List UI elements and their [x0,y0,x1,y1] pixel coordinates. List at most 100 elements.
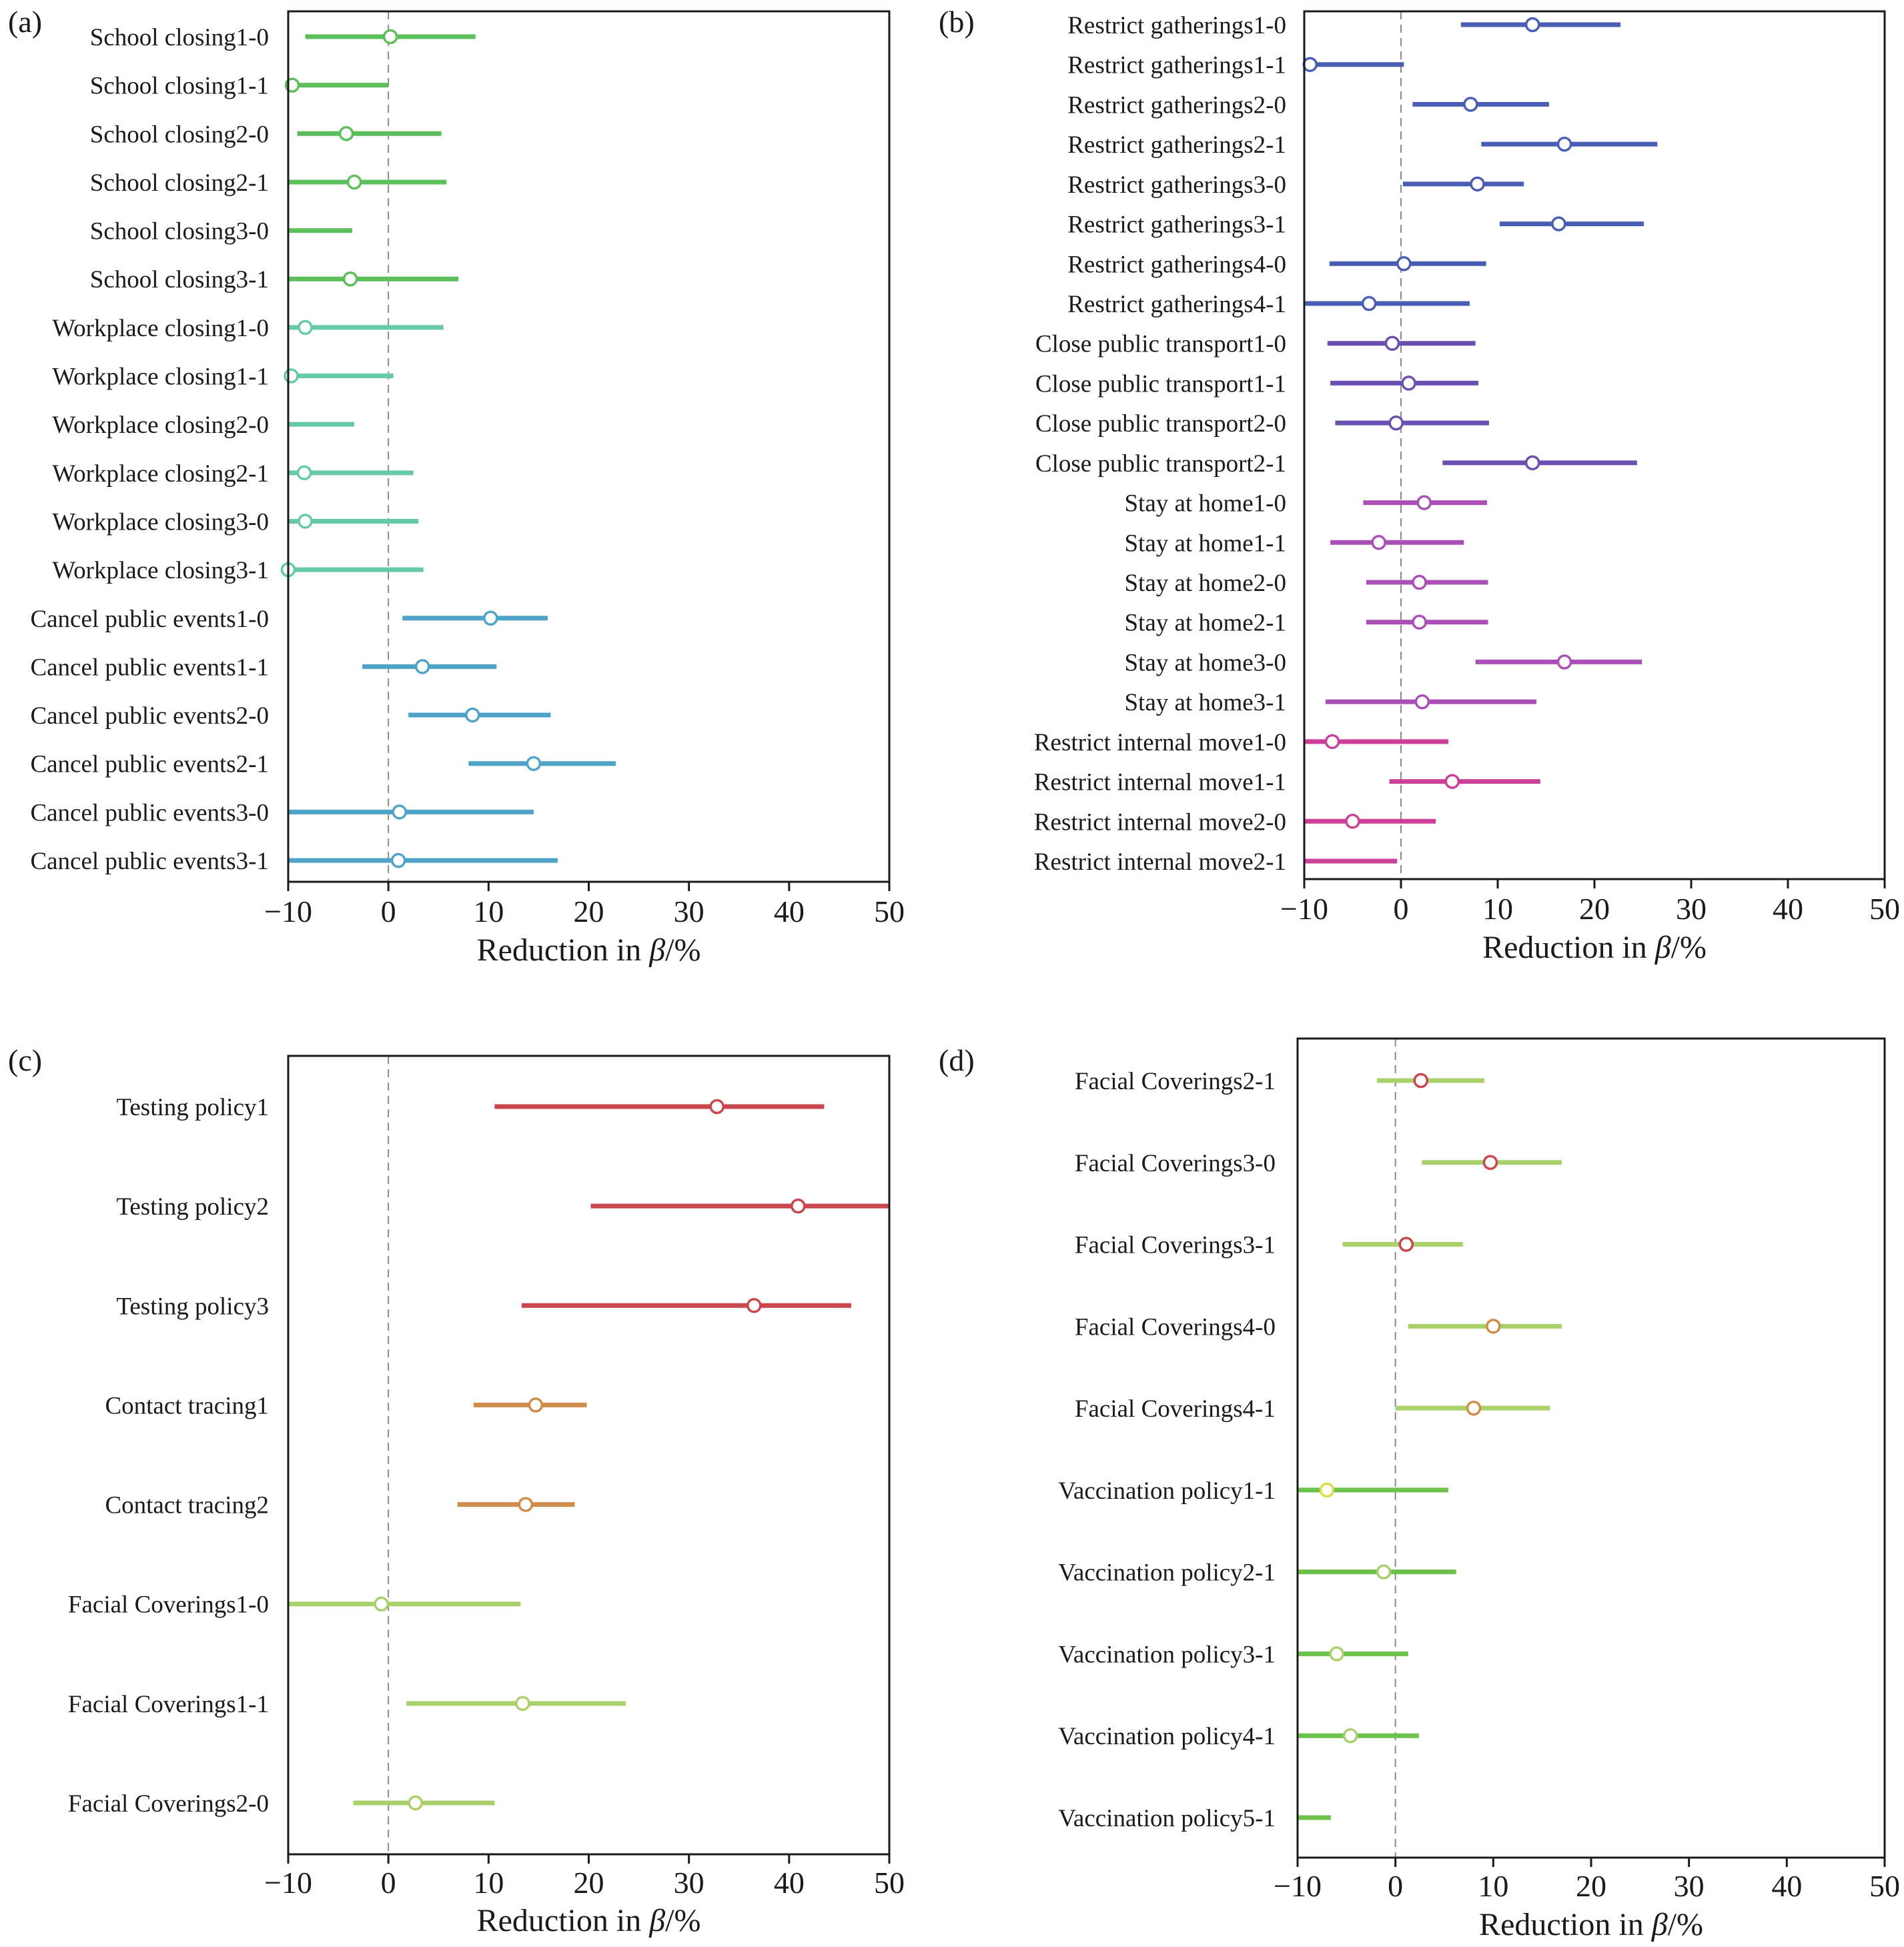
panel-d-estimate-point [1398,1237,1414,1252]
panel-b-category-label: Stay at home2-0 [1124,570,1286,597]
panel-c-category-label: Facial Coverings1-1 [68,1691,269,1718]
panel-b-estimate-point [1412,574,1427,590]
panel-b-estimate-point [1416,495,1432,510]
panel-a-label: (a) [8,5,42,39]
panel-c-category-label: Testing policy1 [116,1094,269,1121]
panel-d: (d) Facial Coverings2-1 Facial Coverings3-… [939,1037,1900,1942]
panel-c-estimate-point [408,1795,423,1811]
panel-b-estimate-point [1444,774,1460,789]
panel-d-x-tick-label: 50 [1869,1869,1900,1903]
panel-b-category-label: Restrict gatherings4-0 [1067,251,1286,278]
panel-d-estimate-point [1482,1155,1498,1171]
panel-a-x-tick-label: 40 [774,894,805,928]
panel-a-category-label: Cancel public events3-1 [30,848,269,875]
panel-c-category-label: Facial Coverings1-0 [68,1591,269,1619]
panel-c-estimate-point [374,1596,389,1611]
panel-b-estimate-point [1361,295,1377,311]
panel-a-estimate-point [414,659,430,674]
panel-a-x-tick-label: 30 [674,894,704,928]
panel-a-category-label: Workplace closing1-0 [52,315,269,342]
panel-b-x-tick-label: 40 [1773,892,1803,926]
panel-a-category-label: Cancel public events3-0 [30,799,269,826]
panel-a-x-tick-label: −10 [264,894,312,928]
panel-b-x-tick-label: 50 [1869,892,1900,926]
panel-b-x-tick-label: 30 [1676,892,1707,926]
panel-b-category-label: Restrict gatherings2-1 [1067,131,1286,159]
panel-b-frame [1303,10,1886,880]
panel-b-category-label: Close public transport2-1 [1035,450,1286,478]
panel-c-x-tick-label: −10 [264,1866,312,1900]
panel-b-category-label: Restrict internal move2-1 [1034,848,1286,876]
panel-a-category-label: School closing2-0 [90,121,269,148]
panel-b-estimate-point [1463,97,1478,112]
panel-b-estimate-point [1401,376,1416,391]
panel-b-category-label: Restrict gatherings4-1 [1067,291,1286,318]
panel-a-estimate-point [382,29,398,45]
panel-b-estimate-point [1388,415,1404,431]
panel-a-estimate-point [390,852,406,868]
panel-b-estimate-point [1414,694,1430,710]
panel-d-category-label: Vaccination policy4-1 [1058,1723,1276,1750]
panel-d-category-label: Facial Coverings4-1 [1075,1395,1276,1423]
panel-d-estimate-point [1342,1728,1358,1744]
panel-b-estimate-point [1556,136,1572,152]
panel-a-estimate-point [483,610,498,626]
panel-d-x-tick-label: 0 [1388,1869,1403,1903]
panel-c-category-label: Contact tracing1 [105,1392,269,1419]
panel-a-estimate-point [465,707,480,723]
panel-b-category-label: Close public transport2-0 [1035,410,1286,438]
panel-c-x-tick-label: 10 [473,1866,504,1900]
panel-c-category-label: Facial Coverings2-0 [68,1790,269,1818]
panel-a-category-label: Workplace closing3-1 [52,557,269,584]
panel-b-estimate-point [1551,216,1566,231]
panel-a-category-label: School closing3-0 [90,218,269,245]
panel-c-label: (c) [8,1043,42,1077]
panel-c-x-axis-label: Reduction in β/% [477,1903,701,1938]
panel-d-estimate-point [1376,1564,1392,1579]
panel-c-x-tick-label: 20 [574,1866,604,1900]
panel-b-category-label: Stay at home3-1 [1124,689,1286,716]
panel-d-category-label: Vaccination policy1-1 [1058,1477,1276,1505]
panel-c-estimate-point [709,1099,725,1115]
panel-d-x-tick-label: −10 [1274,1869,1322,1903]
panel-d-category-label: Vaccination policy5-1 [1058,1805,1276,1832]
panel-a-category-label: School closing3-1 [90,266,269,293]
panel-d-x-axis-label: Reduction in β/% [1479,1907,1703,1942]
panel-d-estimate-point [1466,1400,1482,1416]
panel-b-estimate-point [1345,814,1360,829]
panel-d-x-tick-label: 30 [1674,1869,1705,1903]
panel-a-estimate-point [342,271,358,287]
panel-a-category-label: Workplace closing1-1 [52,364,269,391]
panel-d-estimate-point [1486,1319,1501,1334]
panel-b-category-label: Stay at home3-0 [1124,649,1286,676]
panel-a-category-label: School closing2-1 [90,169,269,197]
panel-a-category-label: Workplace closing3-0 [52,508,269,536]
panel-a-category-label: School closing1-1 [90,73,269,100]
panel-b-category-label: Close public transport1-1 [1035,370,1286,398]
panel-c-estimate-point [518,1497,534,1512]
panel-a-estimate-point [392,804,407,820]
panel-a-category-label: Workplace closing2-0 [52,412,269,439]
panel-c: (c) Testing policy1 Testing policy2 Testing… [8,1043,905,1938]
panel-d-x-tick-label: 40 [1771,1869,1802,1903]
panel-a-category-label: Workplace closing2-1 [52,460,269,488]
panel-b-category-label: Restrict gatherings3-1 [1067,211,1286,239]
panel-b-estimate-point [1412,614,1427,630]
panel-c-x-tick-label: 0 [381,1866,396,1900]
panel-b-estimate-point [1384,336,1400,351]
panel-c-frame [287,1055,891,1856]
panel-b-estimate-point [1556,654,1572,670]
panel-d-x-tick-label: 20 [1576,1869,1606,1903]
panel-c-estimate-point [515,1696,530,1712]
panel-b-estimate-point [1524,455,1540,471]
panel-a-estimate-point [298,514,313,529]
panel-b-x-tick-label: 10 [1482,892,1513,926]
panel-b-category-label: Stay at home2-1 [1124,610,1286,637]
panel-c-estimate-point [528,1397,544,1413]
panel-c-category-label: Testing policy2 [116,1193,269,1221]
panel-d-category-label: Facial Coverings3-0 [1075,1150,1276,1177]
panel-d-label: (d) [939,1043,975,1077]
panel-c-estimate-point [747,1298,762,1313]
panel-c-category-label: Contact tracing2 [105,1492,269,1519]
